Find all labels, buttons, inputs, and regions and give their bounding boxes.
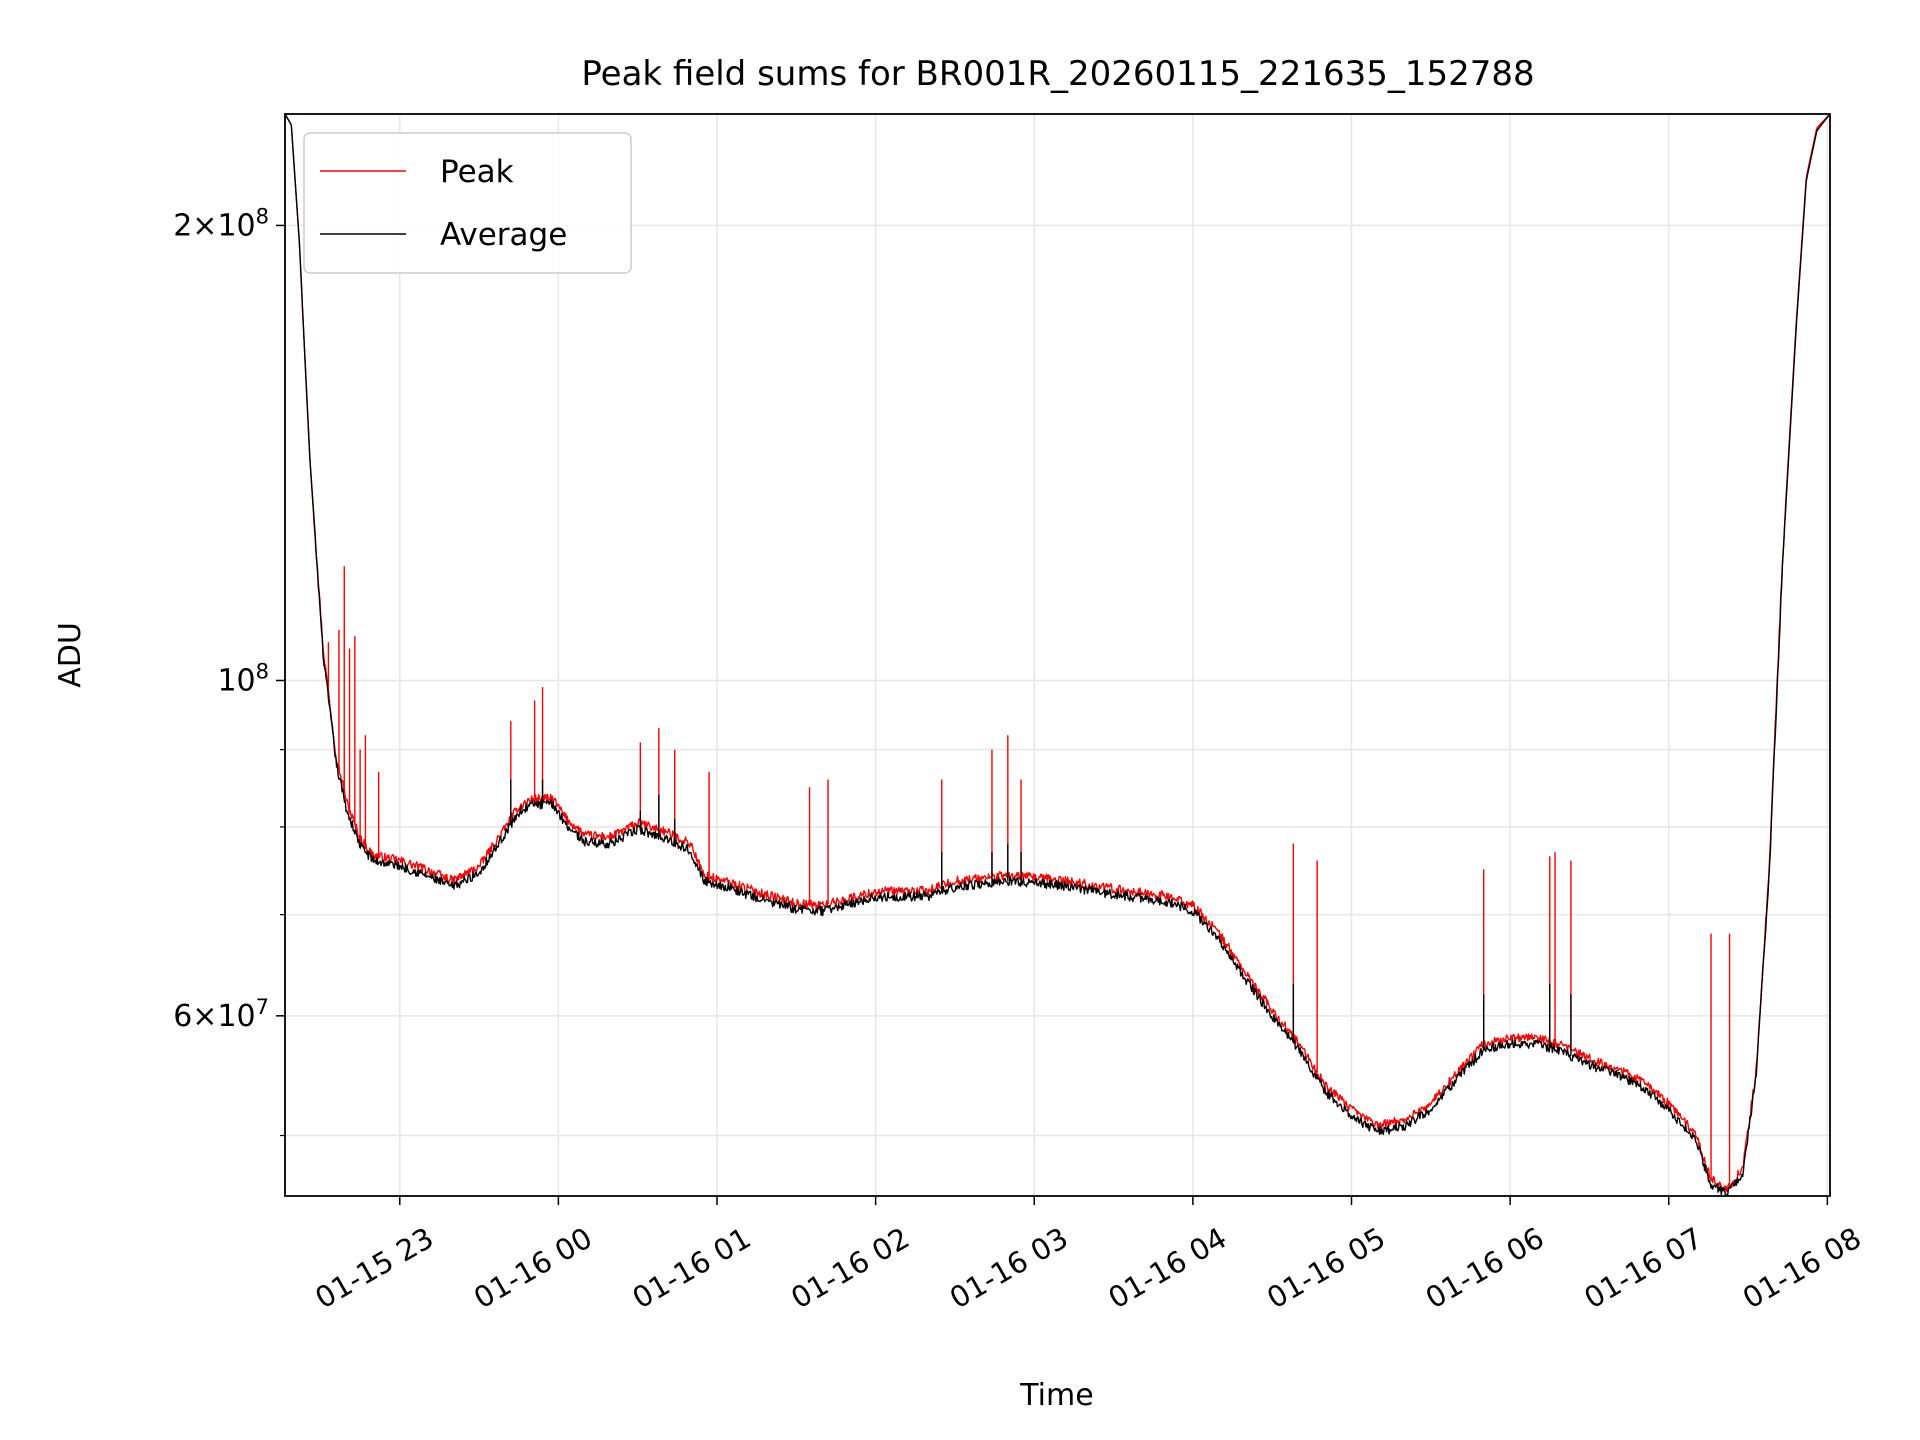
y-tick-label: 2×108	[173, 204, 269, 243]
y-axis-label: ADU	[53, 622, 88, 688]
legend-label-average: Average	[440, 217, 567, 253]
x-axis-label: Time	[1019, 1378, 1093, 1413]
y-tick-label: 108	[217, 659, 269, 698]
plot-area	[285, 114, 1830, 1196]
chart-title: Peak field sums for BR001R_20260115_2216…	[581, 54, 1534, 94]
y-tick-label: 6×107	[173, 995, 269, 1034]
axes-frame	[284, 113, 1831, 1197]
legend-box	[303, 132, 632, 274]
y-axis: 6×107 108 2×108	[173, 204, 285, 1137]
legend: Peak Average	[303, 132, 632, 274]
legend-label-peak: Peak	[440, 154, 514, 190]
grid	[285, 114, 1830, 1196]
